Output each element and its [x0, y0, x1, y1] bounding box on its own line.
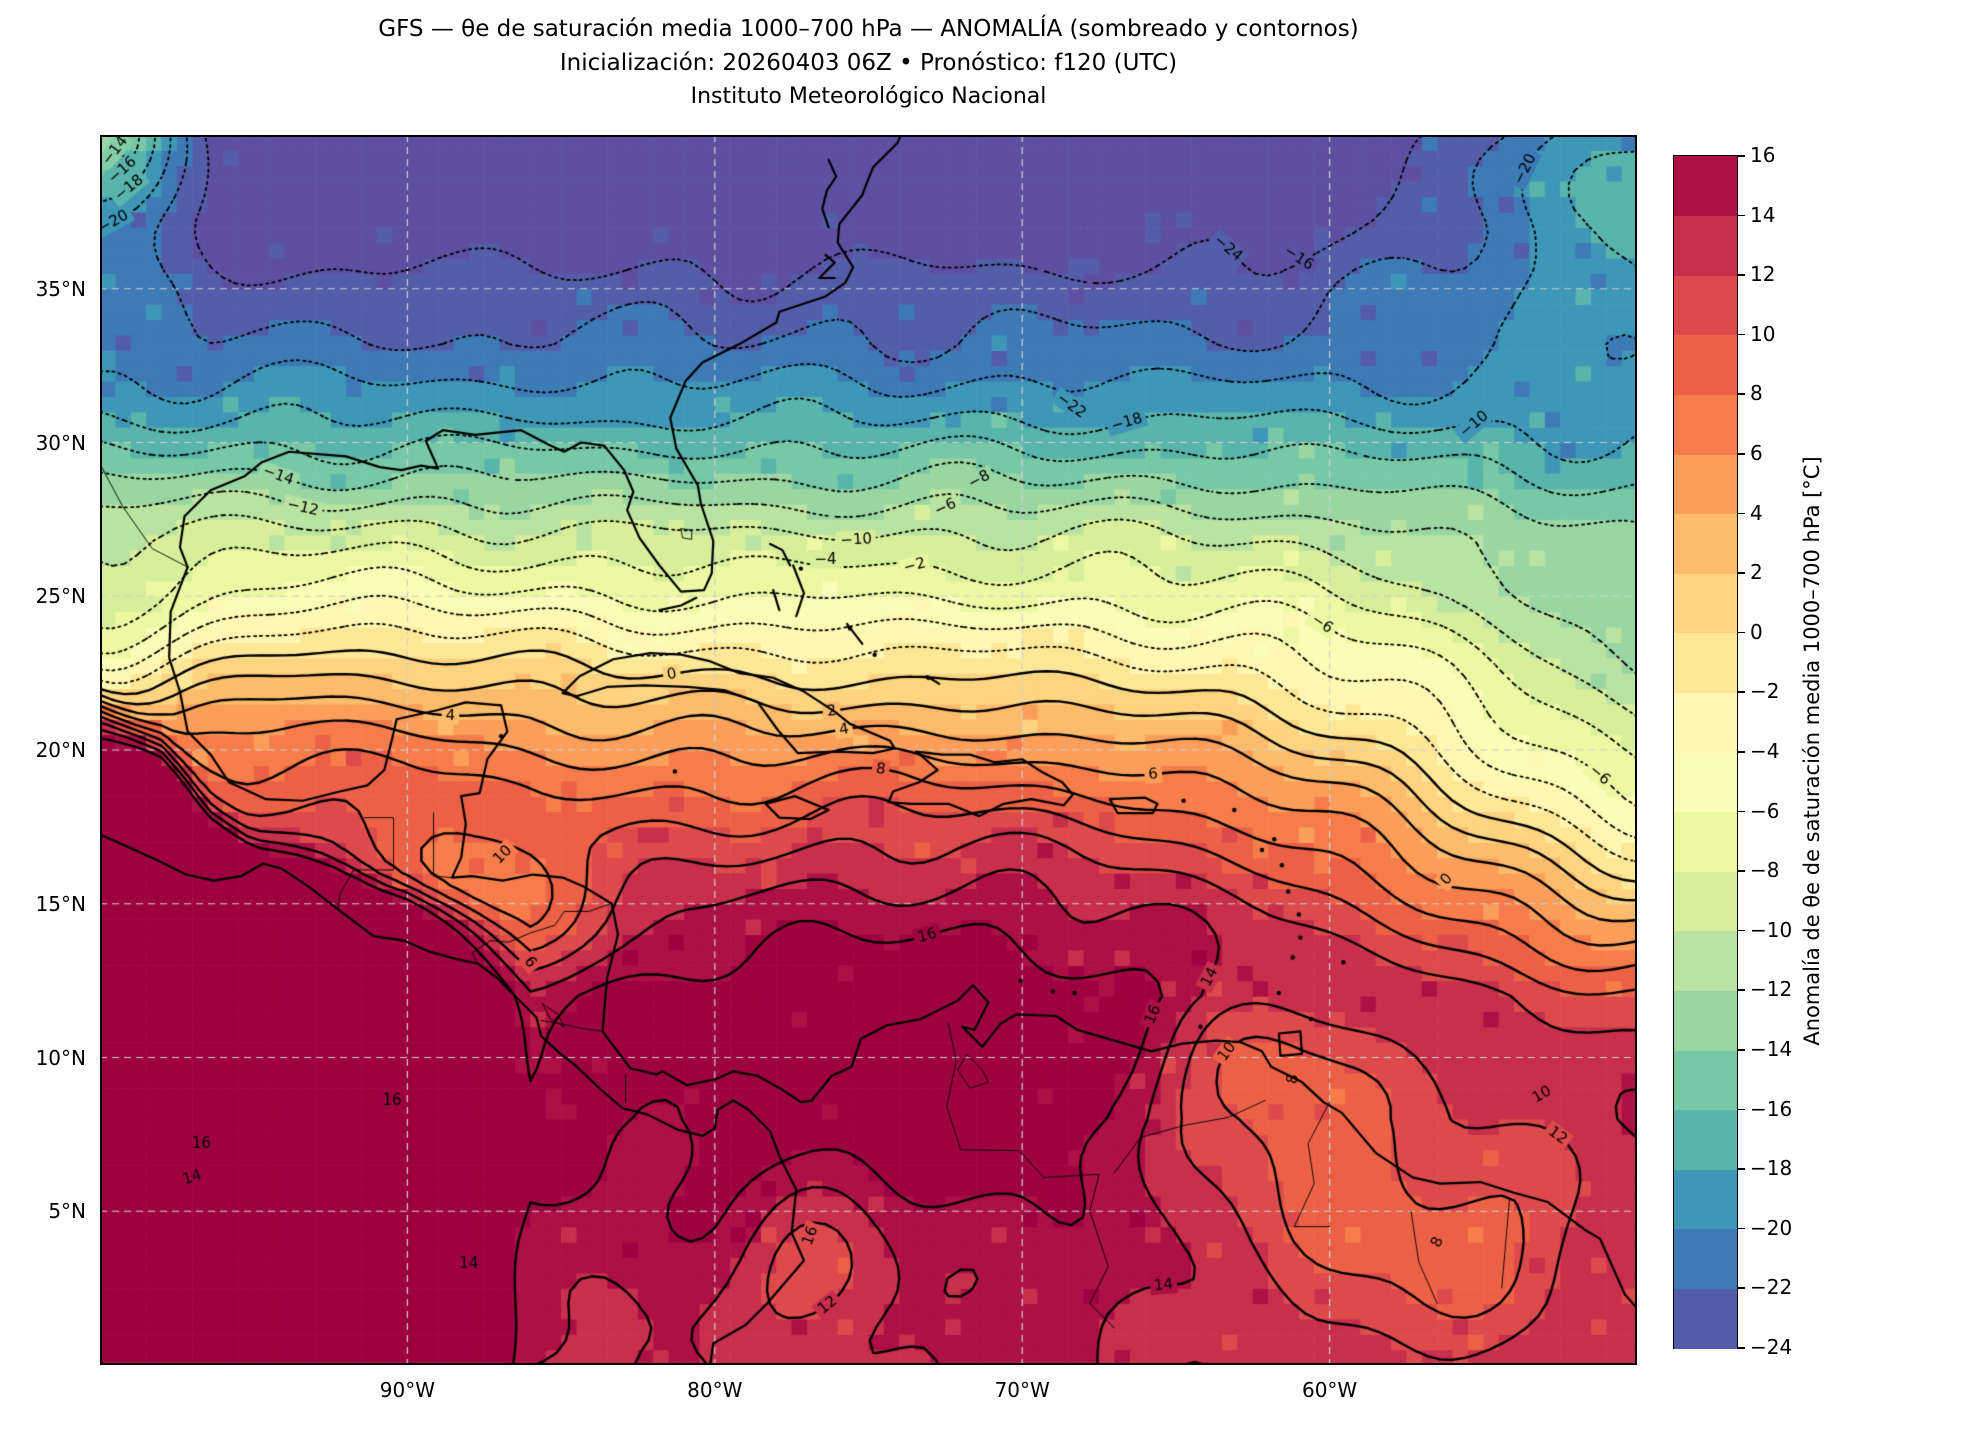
y-tick-label: 15°N [35, 891, 86, 916]
colorbar-segment [1674, 454, 1737, 515]
colorbar-tick-label: 12 [1750, 262, 1776, 287]
y-tick-label: 20°N [35, 738, 86, 762]
colorbar-tick [1738, 810, 1745, 813]
colorbar-segment [1674, 990, 1737, 1051]
colorbar-segment [1674, 1228, 1737, 1290]
map-canvas [100, 135, 1637, 1365]
colorbar-tick [1738, 453, 1745, 455]
colorbar-tick-label: −20 [1750, 1215, 1793, 1240]
colorbar-tick-label: −8 [1750, 858, 1780, 883]
x-tick-label: 70°W [994, 1378, 1050, 1402]
colorbar-tick [1738, 393, 1745, 395]
colorbar-tick-label: −22 [1750, 1275, 1793, 1300]
colorbar-tick-label: −10 [1750, 917, 1793, 942]
colorbar-tick-label: 2 [1750, 560, 1763, 585]
colorbar-segment [1674, 1288, 1737, 1349]
colorbar-tick-label: 4 [1750, 500, 1763, 525]
x-tick-label: 90°W [379, 1378, 435, 1402]
colorbar-tick [1738, 691, 1745, 693]
colorbar-tick-label: −14 [1750, 1037, 1793, 1061]
colorbar-segment [1674, 275, 1737, 336]
colorbar-tick-label: −12 [1750, 977, 1793, 1002]
colorbar-tick [1738, 751, 1745, 753]
colorbar-segment [1674, 334, 1737, 396]
colorbar-tick [1738, 155, 1745, 157]
colorbar-segment [1674, 632, 1737, 694]
colorbar-segment [1674, 215, 1737, 276]
colorbar-tick-label: −16 [1750, 1096, 1793, 1121]
colorbar-tick [1738, 631, 1745, 634]
x-tick-label: 80°W [687, 1378, 743, 1402]
colorbar-tick [1738, 274, 1745, 276]
colorbar-segment [1674, 394, 1737, 455]
colorbar-tick [1738, 1108, 1745, 1111]
colorbar-label: Anomalía de θe de saturación media 1000–… [1800, 456, 1824, 1046]
colorbar-tick [1738, 870, 1745, 872]
colorbar-tick [1738, 1049, 1745, 1051]
chart-subtitle-institution: Instituto Meteorológico Nacional [690, 84, 1047, 109]
colorbar-segment [1674, 1169, 1737, 1230]
colorbar-segment [1674, 573, 1737, 634]
colorbar-segment [1674, 871, 1737, 932]
colorbar-segment [1674, 752, 1737, 813]
colorbar-tick [1738, 572, 1745, 574]
colorbar-tick-label: −18 [1750, 1156, 1793, 1181]
colorbar-tick-label: 14 [1750, 202, 1776, 227]
y-tick-label: 5°N [48, 1199, 86, 1224]
colorbar-tick [1738, 1168, 1745, 1170]
colorbar-tick [1738, 1347, 1745, 1349]
colorbar-tick-label: 6 [1750, 441, 1763, 465]
y-tick-label: 35°N [35, 276, 86, 301]
colorbar-tick [1738, 333, 1745, 336]
colorbar-tick-label: −6 [1750, 798, 1780, 823]
colorbar-tick-label: −24 [1750, 1335, 1793, 1359]
y-tick-label: 10°N [35, 1045, 86, 1070]
colorbar-tick [1738, 929, 1745, 932]
chart-subtitle-init-forecast: Inicialización: 20260403 06Z • Pronóstic… [559, 50, 1178, 76]
colorbar-segment [1674, 930, 1737, 992]
colorbar-tick [1738, 989, 1745, 991]
colorbar-segment [1674, 513, 1737, 574]
colorbar-tick-label: 0 [1750, 619, 1763, 644]
colorbar-tick-label: 16 [1750, 143, 1776, 167]
y-tick-label: 25°N [35, 584, 86, 609]
colorbar-tick [1738, 1227, 1745, 1230]
colorbar-tick [1738, 512, 1745, 515]
colorbar-tick [1738, 214, 1745, 217]
colorbar [1673, 155, 1738, 1349]
y-tick-label: 30°N [35, 430, 86, 455]
colorbar-segment [1674, 156, 1737, 217]
colorbar-tick [1738, 1287, 1745, 1289]
x-tick-label: 60°W [1301, 1378, 1358, 1402]
colorbar-segment [1674, 1109, 1737, 1170]
colorbar-tick-label: 10 [1750, 321, 1776, 346]
colorbar-segment [1674, 811, 1737, 872]
chart-title: GFS — θe de saturación media 1000–700 hP… [378, 16, 1359, 42]
colorbar-segment [1674, 692, 1737, 753]
colorbar-tick-label: −2 [1750, 679, 1780, 704]
colorbar-tick-label: 8 [1750, 381, 1763, 406]
colorbar-segment [1674, 1050, 1737, 1111]
colorbar-tick-label: −4 [1750, 739, 1780, 763]
